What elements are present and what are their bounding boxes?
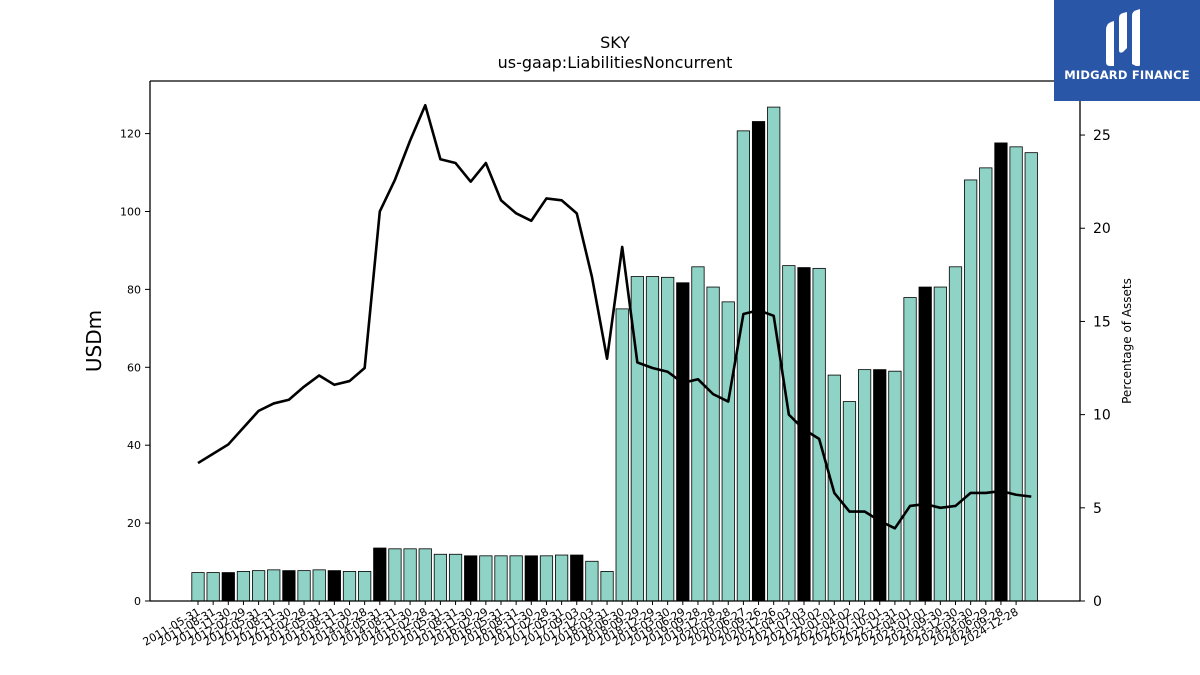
- bar: [827, 374, 841, 602]
- bar: [494, 555, 508, 602]
- bar: [418, 548, 432, 602]
- bar: [327, 570, 341, 602]
- bar: [979, 167, 993, 602]
- bar: [691, 266, 705, 602]
- bar: [464, 555, 478, 602]
- bar: [933, 286, 947, 602]
- bar: [873, 369, 887, 602]
- bar: [736, 130, 751, 602]
- brand-logo: MIDGARD FINANCE: [1054, 0, 1200, 101]
- bar: [858, 369, 872, 602]
- y-tick-label: 100: [120, 205, 141, 218]
- bar: [388, 548, 402, 602]
- bar: [251, 570, 266, 602]
- bar: [282, 570, 296, 602]
- bar: [342, 571, 357, 602]
- bar: [297, 570, 311, 602]
- y2-tick-label: 20: [1093, 221, 1111, 237]
- bar: [964, 179, 978, 602]
- brand-name: MIDGARD FINANCE: [1064, 68, 1190, 82]
- y-tick-label: 120: [120, 128, 141, 141]
- bar: [221, 572, 235, 602]
- bar: [1009, 146, 1023, 602]
- bar: [842, 401, 857, 602]
- bar: [267, 569, 281, 602]
- bar: [373, 547, 387, 602]
- bar: [751, 121, 766, 602]
- bar: [585, 560, 599, 602]
- y-tick-label: 60: [127, 361, 141, 374]
- bar: [797, 267, 811, 602]
- bar: [312, 569, 326, 602]
- y2-tick-label: 15: [1093, 314, 1111, 330]
- bar: [918, 286, 932, 602]
- bar: [524, 555, 538, 602]
- bar: [191, 572, 205, 602]
- y-tick-label: 20: [127, 517, 141, 530]
- bar: [706, 286, 720, 602]
- line-group: [197, 103, 1032, 530]
- bar: [782, 265, 796, 602]
- bar: [767, 106, 781, 602]
- y-axis-label: USDm: [82, 310, 106, 372]
- bar: [661, 276, 675, 602]
- bar: [539, 555, 554, 602]
- chart-subtitle: us-gaap:LiabilitiesNoncurrent: [498, 53, 733, 72]
- bar: [403, 548, 417, 602]
- bar: [994, 142, 1008, 602]
- y-tick-label: 80: [127, 283, 141, 296]
- bar: [236, 571, 251, 602]
- bar: [206, 572, 220, 602]
- bar: [448, 553, 463, 602]
- bar: [570, 554, 584, 602]
- bar: [479, 555, 493, 602]
- y2-axis-label: Percentage of Assets: [1120, 278, 1134, 404]
- bar: [555, 554, 569, 602]
- bar: [645, 276, 660, 602]
- chart-title: SKY: [600, 33, 630, 52]
- y2-tick-label: 10: [1093, 408, 1111, 424]
- x-tick-labels: 2011-05-312011-08-312011-11-302012-02-29…: [141, 601, 1021, 649]
- bar: [676, 282, 690, 602]
- bar: [948, 266, 963, 602]
- axes-group: 0 20 40 60 80 100 120 0 5 10 15 20 25: [120, 80, 1111, 610]
- bar: [509, 555, 523, 602]
- y-tick-label: 0: [134, 595, 141, 608]
- bar: [600, 571, 614, 602]
- y2-tick-label: 25: [1093, 128, 1111, 144]
- bar: [888, 370, 902, 602]
- bar: [358, 571, 372, 602]
- percentage-line: [197, 103, 1032, 530]
- bar: [903, 297, 917, 602]
- y2-tick-label: 0: [1093, 594, 1102, 610]
- bars-group: [191, 106, 1038, 602]
- bar: [1024, 152, 1038, 602]
- bar: [615, 308, 629, 602]
- bar: [433, 553, 448, 602]
- y-tick-label: 40: [127, 439, 141, 452]
- bar: [721, 301, 735, 602]
- midgard-bars-icon: [1106, 9, 1140, 66]
- y2-tick-label: 5: [1093, 501, 1102, 517]
